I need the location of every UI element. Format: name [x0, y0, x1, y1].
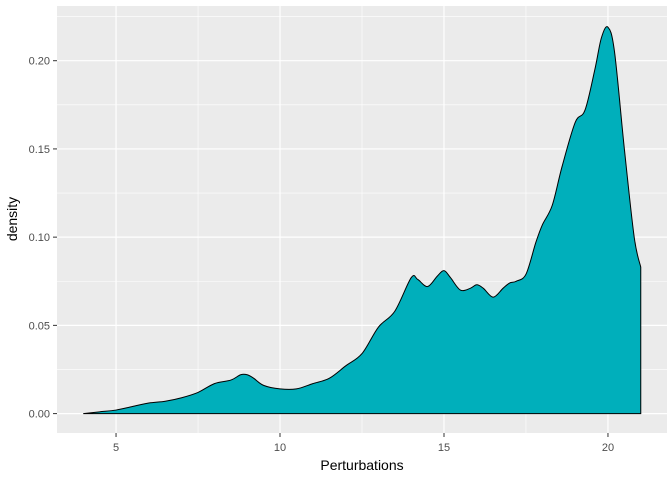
y-tick-label: 0.00 — [29, 409, 50, 421]
y-axis-ticks: 0.00 0.05 0.10 0.15 0.20 — [29, 56, 57, 421]
y-tick-label: 0.10 — [29, 232, 50, 244]
y-tick-label: 0.15 — [29, 144, 50, 156]
x-tick-label: 10 — [274, 442, 286, 454]
x-tick-label: 20 — [602, 442, 614, 454]
y-axis-title: density — [4, 197, 20, 241]
x-axis-ticks: 5 10 15 20 — [113, 433, 614, 454]
density-area — [83, 26, 642, 415]
x-tick-label: 15 — [438, 442, 450, 454]
y-tick-label: 0.05 — [29, 320, 50, 332]
x-axis-title: Perturbations — [320, 457, 403, 473]
x-tick-label: 5 — [113, 442, 119, 454]
y-tick-label: 0.20 — [29, 56, 50, 68]
